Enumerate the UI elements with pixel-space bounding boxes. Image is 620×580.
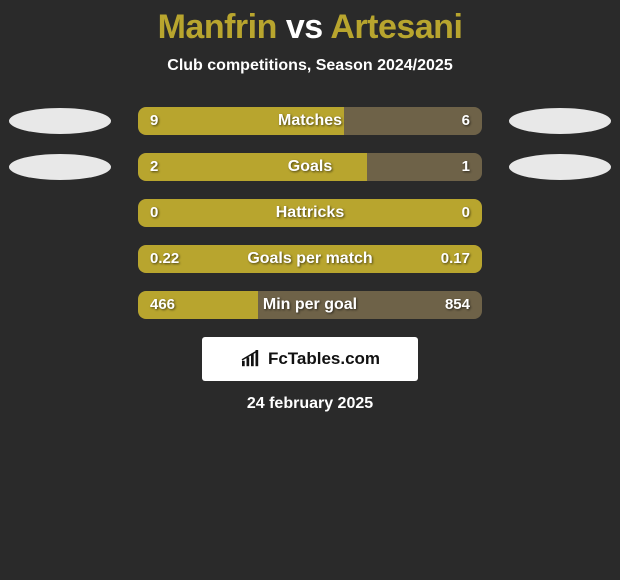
page-title: Manfrin vs Artesani <box>0 0 620 47</box>
player-right-marker <box>509 154 611 180</box>
stat-label: Min per goal <box>138 291 482 319</box>
logo-text: FcTables.com <box>268 349 380 369</box>
stat-bar: 00Hattricks <box>138 199 482 227</box>
stat-bar: 466854Min per goal <box>138 291 482 319</box>
player-left-marker <box>9 108 111 134</box>
stat-bar: 21Goals <box>138 153 482 181</box>
stat-label: Goals <box>138 153 482 181</box>
chart-container: Manfrin vs Artesani Club competitions, S… <box>0 0 620 580</box>
player-left-name: Manfrin <box>158 8 277 46</box>
stat-label: Matches <box>138 107 482 135</box>
player-right-marker <box>509 108 611 134</box>
bar-chart-icon <box>240 350 262 368</box>
stat-row: 466854Min per goal <box>0 291 620 319</box>
stat-row: 00Hattricks <box>0 199 620 227</box>
vs-separator: vs <box>286 8 323 46</box>
stat-bar: 96Matches <box>138 107 482 135</box>
date-text: 24 february 2025 <box>0 395 620 413</box>
player-left-marker <box>9 154 111 180</box>
stat-label: Hattricks <box>138 199 482 227</box>
stat-rows: 96Matches 21Goals 00Hattricks 0.220.17Goals… <box>0 107 620 319</box>
stat-row: 96Matches <box>0 107 620 135</box>
stat-row: 21Goals <box>0 153 620 181</box>
stat-label: Goals per match <box>138 245 482 273</box>
player-right-name: Artesani <box>330 8 462 46</box>
stat-bar: 0.220.17Goals per match <box>138 245 482 273</box>
logo-box: FcTables.com <box>202 337 418 381</box>
subtitle: Club competitions, Season 2024/2025 <box>0 57 620 75</box>
stat-row: 0.220.17Goals per match <box>0 245 620 273</box>
